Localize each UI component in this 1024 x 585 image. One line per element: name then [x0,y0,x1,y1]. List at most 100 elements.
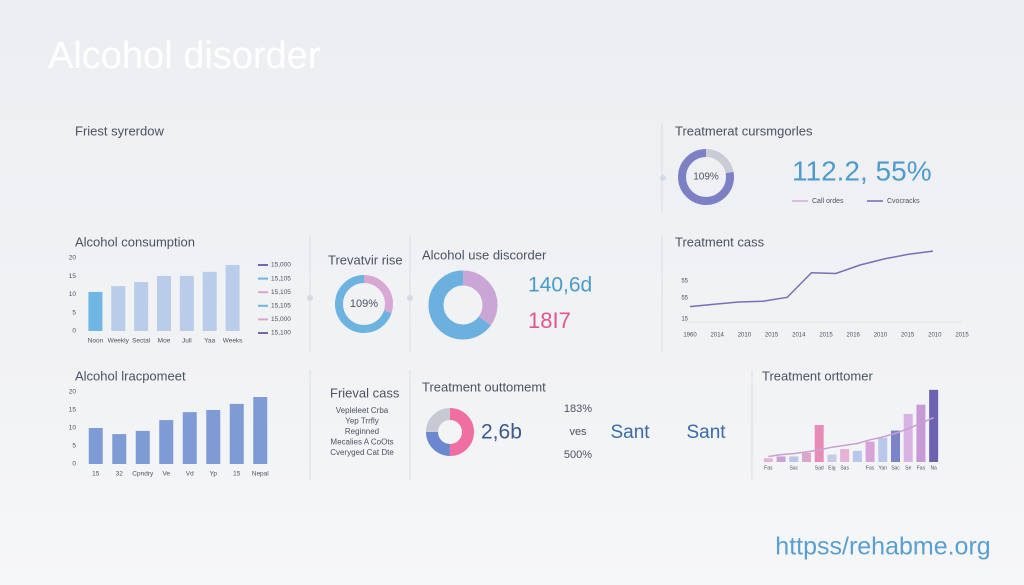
bar [135,430,150,464]
x-tick-label: 2015 [901,333,915,339]
panel-title: Treatmerat cursmgorles [675,123,813,138]
legend-label: 15,105 [271,303,291,310]
y-tick-label: 5 [72,443,76,450]
bar [891,430,900,462]
x-tick-label: 2010 [738,333,752,339]
bar [225,264,240,331]
stat: 18I7 [528,308,571,333]
x-tick-label: Weeks [223,338,243,345]
url: httpss/rehabme.org [775,533,990,561]
x-tick-label: Sac [891,465,900,471]
y-tick-label: 55 [681,296,688,302]
x-tick-label: 2015 [765,333,779,339]
x-tick-label: Eig [828,465,835,471]
legend-label: 15,105 [271,289,291,296]
chart-title: Treatment orttomer [762,368,873,383]
x-tick-label: Sad [815,465,824,471]
donut-label: 109% [350,298,378,310]
x-tick-label: 1960 [683,333,697,339]
figure: 500% [564,449,592,461]
legend-label: 15,105 [271,275,291,282]
legend-label: 15,000 [271,316,291,323]
bar [159,420,174,464]
bar [929,389,939,462]
x-tick-label: Sas [840,465,849,471]
y-tick-label: 15 [69,407,77,414]
y-tick-label: 15 [69,273,77,280]
list-item: Reginned [345,427,379,436]
bar [202,271,217,331]
panel-title: Alcohol use discorder [422,247,547,262]
y-tick-label: 15 [681,317,688,323]
y-tick-label: 0 [72,328,76,335]
bar [903,413,913,462]
bar [179,275,194,331]
chart-title: Treatment cass [675,234,765,249]
panel-title: Trevatvir rise [328,252,403,267]
trend-line [768,416,934,458]
bar [206,410,221,464]
stat: 112.2, 55% [792,155,932,186]
x-tick-label: 2014 [792,333,806,339]
separators [309,124,753,480]
x-tick-label: Fas [764,465,773,471]
legend-label: Call ordes [812,198,844,205]
x-tick-label: Yaa [204,338,215,345]
bar [802,452,811,462]
bar [865,441,875,462]
chart-title: Alcohol consumption [75,234,195,249]
bar [878,437,888,462]
bar [229,403,244,464]
x-tick-label: 2016 [847,333,861,339]
x-tick-label: Jull [182,338,192,345]
x-tick-label: Na [930,465,937,471]
bar [88,428,103,464]
x-tick-label: Fas [917,465,926,471]
bar [182,412,197,464]
x-tick-label: 15 [92,471,100,478]
donut-segment [678,149,734,205]
x-tick-label: 15 [233,471,241,478]
x-tick-label: Ve [162,471,170,478]
donut-segment [335,275,393,333]
list-item: Cveryged Cat Dte [330,448,394,457]
bar [789,456,799,462]
y-tick-label: 10 [69,425,77,432]
separator-dots [307,175,666,301]
x-tick-label: Noon [88,338,104,345]
bar [253,397,268,464]
x-tick-label: 2015 [819,333,833,339]
bar [88,291,103,331]
stat: 140,6d [528,274,592,297]
bar [112,434,127,464]
y-tick-label: 55 [681,279,688,285]
bar [814,425,824,462]
list-item: Vepleleet Crba [336,406,389,415]
y-tick-label: 10 [69,291,77,298]
bar [134,282,149,331]
bar [827,454,837,462]
chart-title: Alcohol lracpomeet [75,368,186,383]
bar [840,449,850,462]
bar [111,286,126,331]
panel-title: Friest syrerdow [75,123,164,138]
figure: 183% [564,403,592,415]
x-tick-label: Yan [879,465,888,471]
bar [157,275,171,331]
x-tick-label: Moe [158,338,171,345]
y-tick-label: 5 [72,309,76,316]
y-tick-label: 20 [69,389,77,396]
x-tick-label: 2010 [874,333,888,339]
dot [660,175,666,181]
dot [407,295,413,301]
x-tick-label: 32 [116,471,124,478]
x-tick-label: Nepal [252,471,270,478]
page-title: Alcohol disorder [48,35,321,77]
figure: ves [569,426,587,438]
x-tick-label: Vd [186,471,194,478]
list-item: Yep Trrfly [345,417,379,426]
x-tick-label: Sectal [132,338,151,345]
